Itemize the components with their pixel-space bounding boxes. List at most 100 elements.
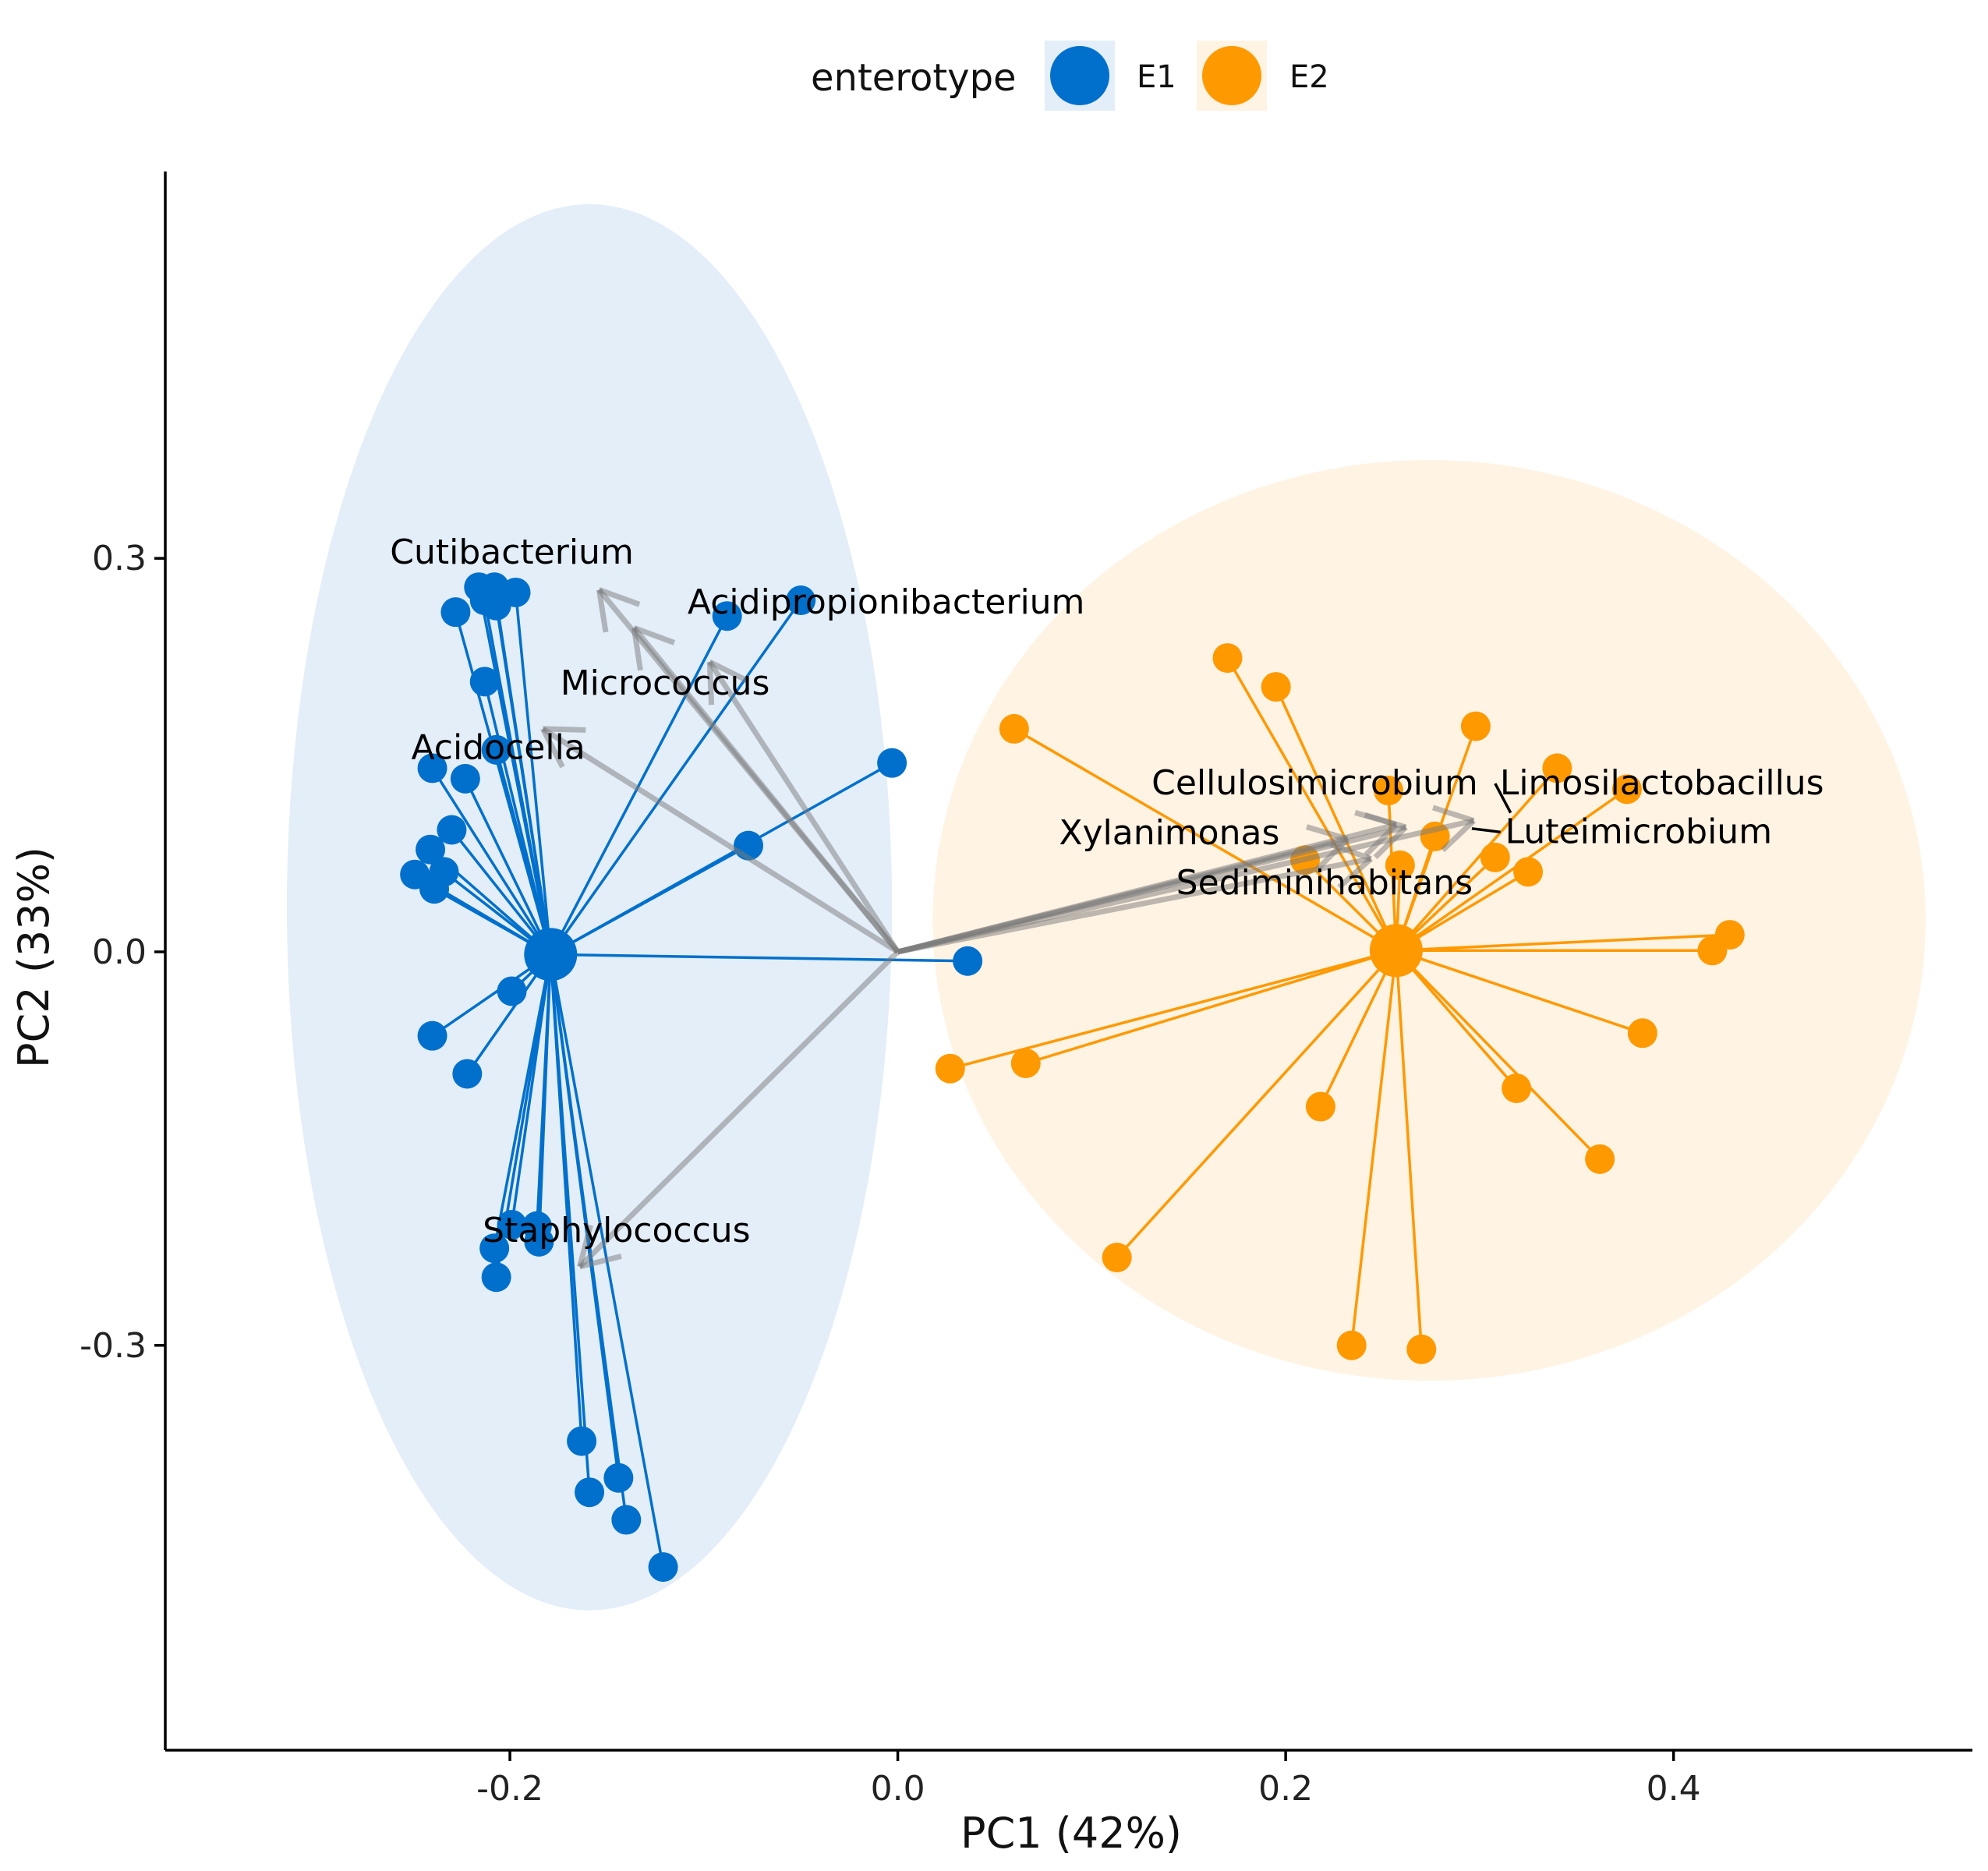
point-e1 bbox=[611, 1505, 642, 1535]
point-e2 bbox=[935, 1053, 965, 1084]
label-micrococcus: Micrococcus bbox=[561, 663, 770, 703]
arrow-cutibacterium-head bbox=[598, 587, 641, 607]
arrow-sediminihabitans-head bbox=[1329, 841, 1372, 861]
point-e1 bbox=[877, 748, 907, 778]
y-axis-title: PC2 (33%) bbox=[9, 847, 58, 1068]
arrow-sediminihabitans bbox=[897, 856, 1372, 955]
spoke-e1 bbox=[549, 954, 591, 1493]
point-e2 bbox=[1373, 776, 1403, 806]
spoke-e2 bbox=[1319, 950, 1398, 1108]
point-e2 bbox=[1502, 1073, 1532, 1103]
x-tick-label: 0.4 bbox=[1647, 1769, 1701, 1809]
arrow-acidipropionibacterium-head bbox=[631, 627, 643, 671]
y-axis-ticks: -0.3 0.0 0.3 bbox=[80, 539, 165, 1366]
point-e1 bbox=[524, 1226, 554, 1257]
spoke-e1 bbox=[464, 778, 552, 956]
spoke-e2 bbox=[1395, 950, 1424, 1349]
arrow-luteimicrobium-head bbox=[1364, 812, 1407, 830]
point-e2 bbox=[1611, 774, 1642, 805]
spoke-e1 bbox=[550, 953, 968, 963]
arrow-acidipropionibacterium bbox=[631, 626, 900, 954]
spoke-e1 bbox=[514, 592, 553, 955]
point-e1 bbox=[953, 946, 983, 976]
spoke-e2 bbox=[1025, 949, 1397, 1065]
centroid-e1 bbox=[524, 928, 578, 981]
point-e2 bbox=[1406, 1334, 1437, 1364]
point-e2 bbox=[1336, 1330, 1367, 1360]
spoke-e1 bbox=[494, 605, 553, 955]
legend-label-e1: E1 bbox=[1137, 59, 1176, 95]
label-acidocella: Acidocella bbox=[411, 728, 585, 768]
label-acidipropionibacterium: Acidipropionibacterium bbox=[688, 582, 1085, 622]
point-e1 bbox=[479, 1233, 510, 1264]
spoke-e1 bbox=[431, 767, 552, 956]
arrow-micrococcus-head bbox=[706, 661, 715, 706]
arrow-xylanimonas bbox=[897, 836, 1349, 955]
label-limosilactobacillus: Limosilactobacillus bbox=[1500, 763, 1824, 803]
point-e1 bbox=[497, 976, 527, 1006]
point-e1 bbox=[417, 753, 447, 783]
label-cutibacterium: Cutibacterium bbox=[390, 532, 634, 572]
arrow-acidocella-head bbox=[543, 726, 586, 733]
point-e1 bbox=[603, 1462, 634, 1493]
arrow-limosilactobacillus-head bbox=[1441, 819, 1476, 853]
spoke-e2 bbox=[1116, 950, 1398, 1259]
label-sediminihabitans: Sediminihabitans bbox=[1176, 863, 1473, 903]
label-xylanimonas: Xylanimonas bbox=[1059, 813, 1279, 853]
centroid-e2 bbox=[1369, 924, 1423, 978]
point-e1 bbox=[419, 874, 450, 904]
label-leader-lines bbox=[1471, 783, 1512, 834]
arrow-micrococcus-head bbox=[708, 659, 750, 684]
label-staphylococcus: Staphylococcus bbox=[483, 1211, 750, 1250]
legend-key-e2 bbox=[1202, 46, 1261, 105]
ellipse-e1 bbox=[286, 203, 893, 1611]
group-centroids bbox=[524, 924, 1423, 981]
point-e2 bbox=[1385, 850, 1415, 880]
arrow-staphylococcus-head bbox=[578, 1253, 622, 1270]
point-e2 bbox=[1460, 711, 1491, 741]
point-e1 bbox=[481, 734, 511, 765]
spoke-e1 bbox=[550, 844, 749, 956]
label-cellulosimicrobium: Cellulosimicrobium bbox=[1151, 763, 1478, 803]
point-e2 bbox=[1513, 857, 1544, 887]
point-e1 bbox=[416, 834, 446, 865]
sample-points bbox=[400, 572, 1745, 1583]
legend-title: enterotype bbox=[811, 56, 1017, 100]
arrow-xylanimonas-head bbox=[1315, 836, 1350, 872]
arrow-xylanimonas-head bbox=[1306, 824, 1349, 842]
point-e2 bbox=[1585, 1144, 1615, 1174]
point-e2 bbox=[1480, 842, 1510, 872]
spoke-e2 bbox=[1395, 949, 1643, 1035]
arrow-sediminihabitans-head bbox=[1337, 856, 1373, 890]
y-tick-label: 0.3 bbox=[92, 539, 147, 578]
point-e1 bbox=[567, 1426, 597, 1456]
x-tick-label: 0.2 bbox=[1258, 1769, 1313, 1809]
spoke-e2 bbox=[1395, 950, 1601, 1161]
spoke-e1 bbox=[483, 599, 553, 955]
spoke-e1 bbox=[549, 615, 729, 956]
leader-limosilactobacillus bbox=[1494, 783, 1512, 814]
loading-arrows bbox=[540, 587, 1476, 1270]
point-e2 bbox=[1627, 1018, 1657, 1049]
loading-labels: Cutibacterium Acidipropionibacterium Micro… bbox=[390, 532, 1824, 1250]
point-e1 bbox=[452, 1059, 483, 1089]
point-e1 bbox=[497, 1209, 527, 1240]
point-e2 bbox=[1697, 936, 1728, 966]
point-e1 bbox=[481, 1262, 511, 1293]
spoke-e2 bbox=[1350, 950, 1398, 1346]
point-e1 bbox=[786, 585, 816, 616]
arrow-staphylococcus bbox=[578, 950, 900, 1269]
arrow-cutibacterium-head bbox=[596, 589, 609, 633]
spoke-e1 bbox=[494, 749, 552, 955]
point-e1 bbox=[437, 815, 467, 845]
spoke-e2 bbox=[1395, 787, 1628, 952]
point-e2 bbox=[1212, 643, 1243, 674]
group-ellipses bbox=[286, 203, 1926, 1611]
point-e2 bbox=[1102, 1243, 1132, 1273]
y-tick-label: -0.3 bbox=[80, 1326, 147, 1366]
x-axis-ticks: -0.2 0.0 0.2 0.4 bbox=[476, 1750, 1701, 1809]
point-e2 bbox=[1542, 753, 1572, 783]
spoke-e2 bbox=[1395, 933, 1730, 953]
point-e2 bbox=[999, 713, 1029, 744]
point-e1 bbox=[712, 601, 742, 631]
